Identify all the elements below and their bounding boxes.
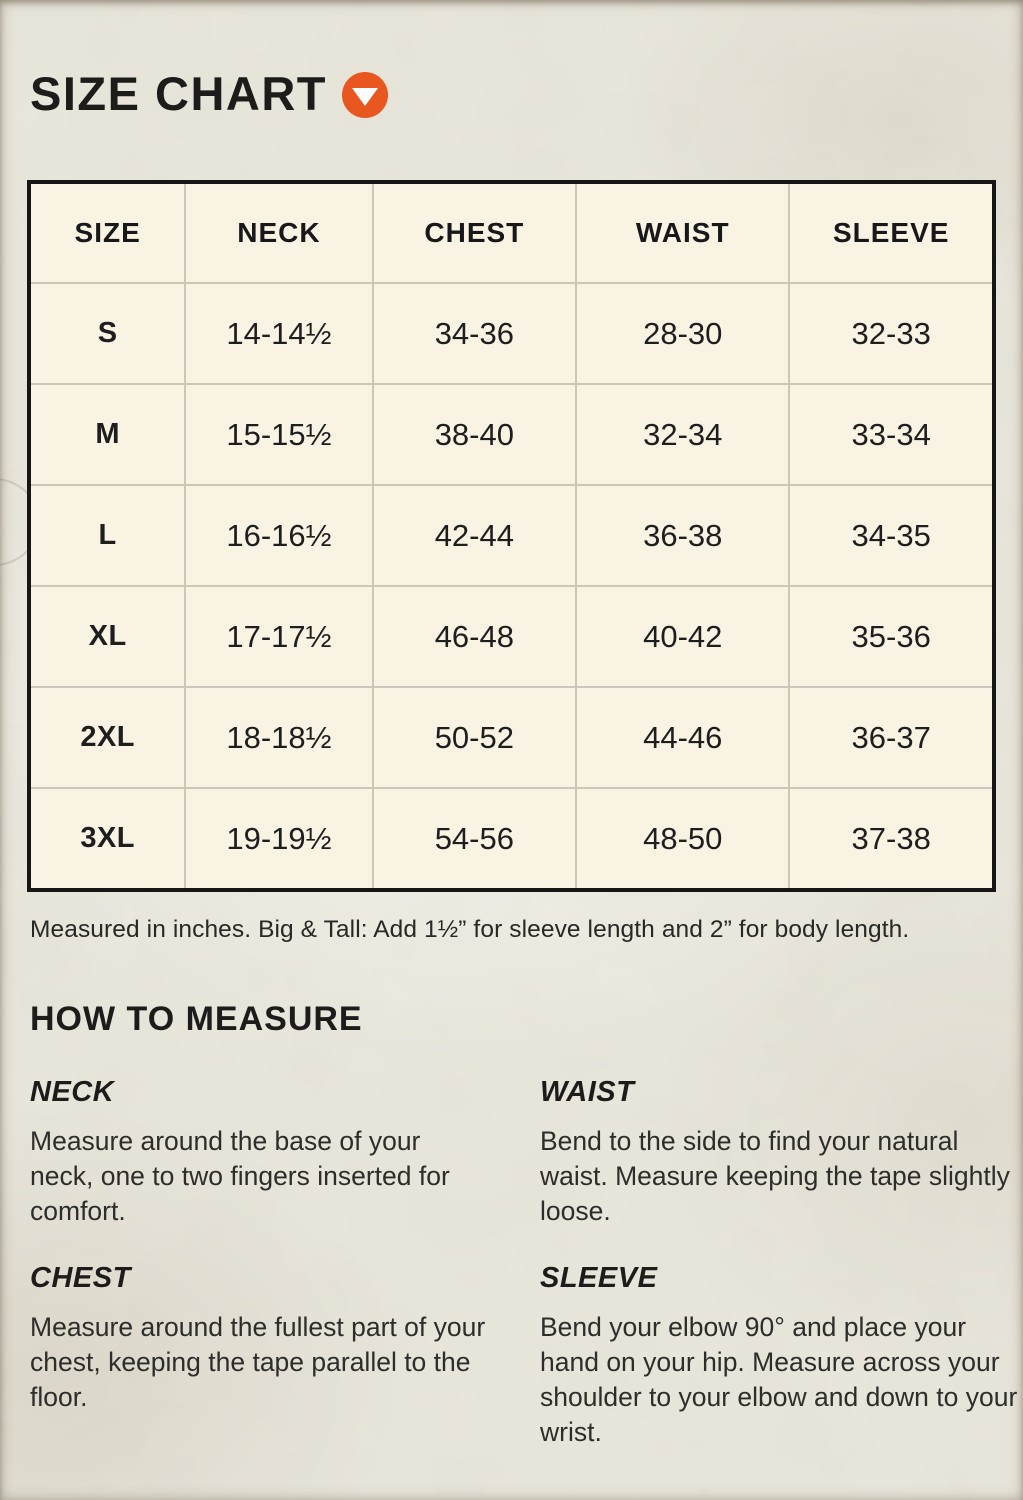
measurement-cell: 38-40 [371,383,578,486]
measurement-cell: 17-17½ [184,585,374,688]
size-table: SIZE NECK CHEST WAIST SLEEVE S 14-14½ 34-3… [27,180,996,892]
measurement-cell: 33-34 [788,383,995,486]
measure-section-waist: WAIST Bend to the side to find your natu… [540,1076,1012,1229]
size-table-body: S 14-14½ 34-36 28-30 32-33 M 15-15½ 38-40 32-34 3… [27,282,995,891]
column-header-waist: WAIST [575,181,791,284]
size-cell: XL [27,585,187,688]
size-cell: 2XL [27,686,187,789]
measurement-cell: 14-14½ [184,282,374,385]
measurement-cell: 16-16½ [184,484,374,587]
measurement-cell: 28-30 [575,282,791,385]
column-header-neck: NECK [184,181,374,284]
measurement-cell: 34-35 [788,484,995,587]
measure-section-neck-label: NECK [30,1076,115,1108]
measurement-cell: 18-18½ [184,686,374,789]
measure-section-sleeve-text: Bend your elbow 90° and place your hand … [540,1312,1018,1447]
table-row: L 16-16½ 42-44 36-38 34-35 [27,484,995,587]
header: SIZE CHART [30,66,388,121]
column-header-sleeve: SLEEVE [788,181,995,284]
measurement-cell: 54-56 [371,787,578,891]
measure-section-sleeve-label: SLEEVE [540,1262,658,1294]
table-row: S 14-14½ 34-36 28-30 32-33 [27,282,995,385]
measure-section-waist-text: Bend to the side to find your natural wa… [540,1126,1010,1226]
chevron-down-icon [352,88,378,106]
measurement-cell: 15-15½ [184,383,374,486]
header-row: SIZE NECK CHEST WAIST SLEEVE [27,181,995,284]
table-row: 2XL 18-18½ 50-52 44-46 36-37 [27,686,995,789]
measurement-cell: 44-46 [575,686,791,789]
measure-section-neck-text: Measure around the base of your neck, on… [30,1126,450,1226]
measurement-cell: 40-42 [575,585,791,688]
page-title: SIZE CHART [30,67,327,120]
measure-section-neck: NECK Measure around the base of your nec… [30,1076,490,1229]
measurement-cell: 36-38 [575,484,791,587]
measurement-note: Measured in inches. Big & Tall: Add 1½” … [30,916,910,943]
measurement-cell: 46-48 [371,585,578,688]
measurement-cell: 48-50 [575,787,791,891]
measure-section-chest-text: Measure around the fullest part of your … [30,1312,486,1412]
measurement-cell: 42-44 [371,484,578,587]
table-row: M 15-15½ 38-40 32-34 33-34 [27,383,995,486]
size-cell: 3XL [27,787,187,891]
measurement-cell: 35-36 [788,585,995,688]
measurement-cell: 36-37 [788,686,995,789]
measure-section-waist-label: WAIST [540,1076,635,1108]
column-header-size: SIZE [27,181,187,284]
measure-section-chest-label: CHEST [30,1262,131,1294]
size-cell: L [27,484,187,587]
measurement-cell: 19-19½ [184,787,374,891]
measurement-cell: 32-33 [788,282,995,385]
expand-toggle-button[interactable] [342,71,388,118]
measurement-cell: 34-36 [371,282,578,385]
size-cell: M [27,383,187,486]
how-to-measure-heading: HOW TO MEASURE [30,1000,363,1038]
size-table-header: SIZE NECK CHEST WAIST SLEEVE [27,181,995,284]
column-header-chest: CHEST [371,181,578,284]
measure-section-sleeve: SLEEVE Bend your elbow 90° and place you… [540,1262,1018,1450]
measurement-cell: 37-38 [788,787,995,891]
measure-section-chest: CHEST Measure around the fullest part of… [30,1262,500,1415]
table-row: 3XL 19-19½ 54-56 48-50 37-38 [27,787,995,891]
table-row: XL 17-17½ 46-48 40-42 35-36 [27,585,995,688]
size-cell: S [27,282,187,385]
measurement-cell: 50-52 [371,686,578,789]
measurement-cell: 32-34 [575,383,791,486]
